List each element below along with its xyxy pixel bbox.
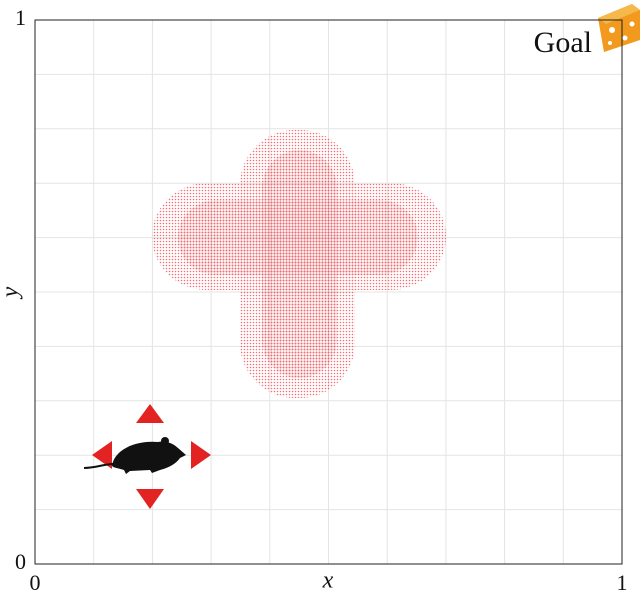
y-axis-label: y [0, 286, 24, 299]
axes-box [34, 19, 623, 565]
x-tick-label: 0 [30, 570, 41, 595]
y-tick-label: 0 [15, 549, 26, 574]
x-axis-label: x [322, 568, 334, 594]
mouse [83, 437, 186, 474]
y-tick-label: 1 [15, 5, 26, 30]
obstacle [152, 130, 446, 398]
cheese [598, 4, 640, 52]
agent-actions [92, 404, 211, 509]
x-tick-label: 1 [617, 570, 628, 595]
goal-label: Goal [534, 26, 592, 59]
